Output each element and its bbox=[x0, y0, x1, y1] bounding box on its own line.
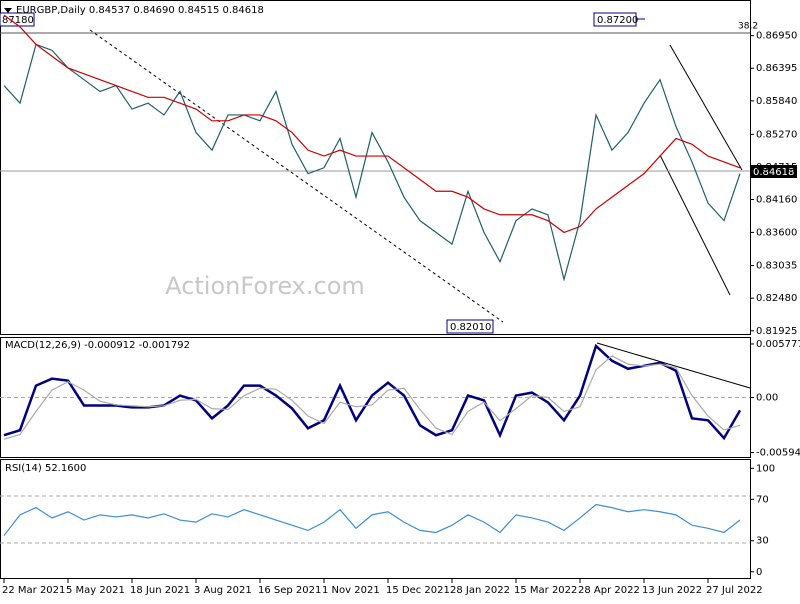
x-tick-label: 27 Jul 2022 bbox=[706, 585, 763, 596]
annotation: 87180 bbox=[2, 15, 34, 26]
y-tick-label: 0.84715 bbox=[756, 162, 797, 173]
last-price-box bbox=[751, 165, 797, 178]
x-tick-label: 15 Dec 2021 bbox=[386, 585, 450, 596]
x-tick-label: 28 Apr 2022 bbox=[578, 585, 640, 596]
y-tick-label: -0.005944 bbox=[756, 448, 800, 459]
series-line bbox=[3, 355, 741, 440]
panel-title: MACD(12,26,9) -0.000912 -0.001792 bbox=[5, 340, 190, 351]
x-tick-label: 18 Jun 2021 bbox=[130, 585, 190, 596]
trend-line bbox=[89, 29, 504, 323]
watermark: ActionForex.com bbox=[165, 272, 365, 300]
channel-line bbox=[669, 44, 743, 171]
annotation-box bbox=[0, 12, 35, 27]
x-tick-label: 22 Mar 2021 bbox=[2, 585, 65, 596]
y-tick-label: 0.85840 bbox=[756, 96, 797, 107]
y-tick-label: 0.00 bbox=[756, 393, 778, 404]
y-tick-label: 0 bbox=[756, 567, 762, 578]
series-line bbox=[3, 43, 741, 282]
y-tick-label: 0.85270 bbox=[756, 129, 797, 140]
channel-line bbox=[659, 154, 731, 296]
annotation: 38.2 bbox=[738, 22, 758, 32]
price-panel bbox=[0, 0, 751, 335]
y-tick-label: 0.83035 bbox=[756, 261, 797, 272]
y-tick-label: 0.005777 bbox=[756, 339, 800, 350]
y-tick-label: 70 bbox=[756, 494, 769, 505]
macd-trend-line bbox=[596, 342, 751, 389]
y-tick-label: 0.86395 bbox=[756, 63, 797, 74]
y-tick-label: 0.81925 bbox=[756, 326, 797, 337]
y-tick-label: 0.84160 bbox=[756, 195, 797, 206]
y-tick-label: 0.83600 bbox=[756, 227, 797, 238]
series-line bbox=[3, 14, 741, 234]
annotation: 0.82010 bbox=[450, 322, 491, 333]
menu-arrow bbox=[4, 8, 12, 13]
chart-title: EURGBP,Daily 0.84537 0.84690 0.84515 0.8… bbox=[16, 5, 264, 16]
series-line bbox=[3, 343, 742, 441]
x-tick-label: 5 May 2021 bbox=[66, 585, 125, 596]
x-tick-label: 15 Mar 2022 bbox=[514, 585, 577, 596]
x-tick-label: 3 Aug 2021 bbox=[194, 585, 252, 596]
y-tick-label: 0.86950 bbox=[756, 31, 797, 42]
panel-title: RSI(14) 52.1600 bbox=[5, 463, 86, 474]
x-tick-label: 16 Sep 2021 bbox=[258, 585, 321, 596]
last-price: 0.84618 bbox=[753, 167, 794, 178]
x-tick-label: 28 Jan 2022 bbox=[450, 585, 510, 596]
y-tick-label: 0.82480 bbox=[756, 293, 797, 304]
rsi-panel bbox=[0, 459, 751, 579]
annotation-box bbox=[446, 319, 494, 334]
x-tick-label: 1 Nov 2021 bbox=[322, 585, 380, 596]
y-tick-label: 100 bbox=[756, 463, 775, 474]
annotation: 0.87200 bbox=[597, 15, 638, 26]
x-tick-label: 13 Jun 2022 bbox=[642, 585, 702, 596]
y-tick-label: 30 bbox=[756, 536, 769, 547]
series-line bbox=[3, 503, 741, 536]
